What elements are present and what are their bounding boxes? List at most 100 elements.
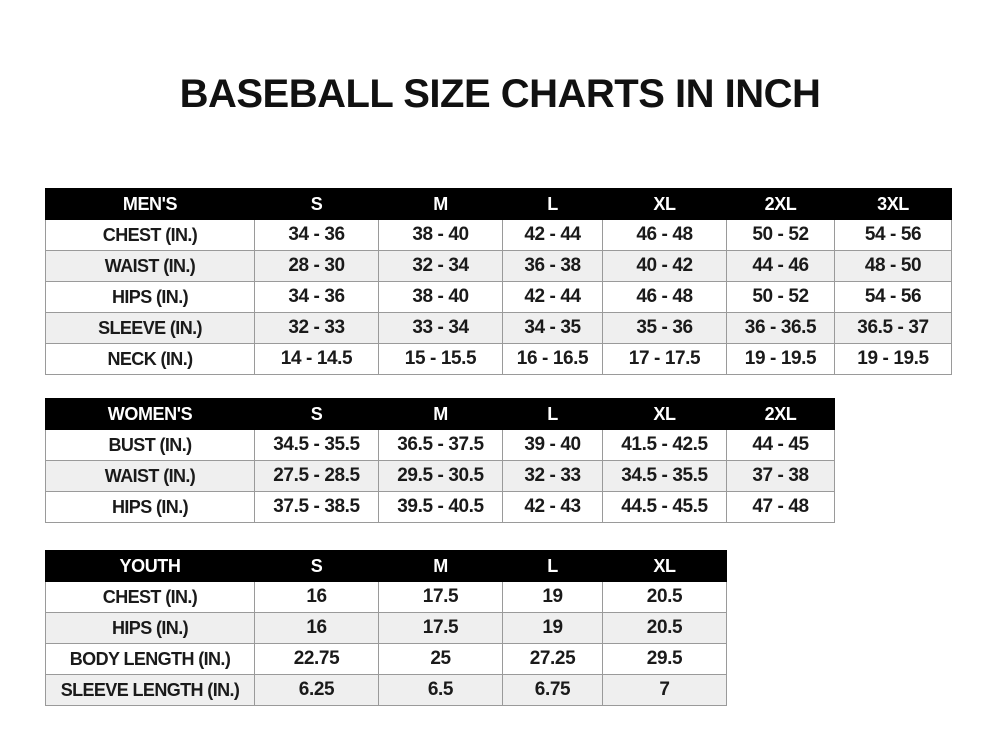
size-value: 42 - 43 bbox=[502, 491, 603, 523]
size-value: 46 - 48 bbox=[602, 219, 727, 251]
size-value: 19 - 19.5 bbox=[834, 343, 952, 375]
size-value: 6.75 bbox=[502, 674, 603, 706]
measurement-label: CHEST (IN.) bbox=[45, 581, 255, 613]
header-row: MEN'S S M L XL 2XL 3XL bbox=[45, 188, 952, 220]
size-value: 39 - 40 bbox=[502, 429, 603, 461]
size-value: 36 - 36.5 bbox=[726, 312, 835, 344]
size-value: 17.5 bbox=[378, 581, 503, 613]
header-row: YOUTH S M L XL bbox=[45, 550, 727, 582]
size-value: 40 - 42 bbox=[602, 250, 727, 282]
size-value: 54 - 56 bbox=[834, 281, 952, 313]
size-value: 38 - 40 bbox=[378, 281, 503, 313]
size-value: 17.5 bbox=[378, 612, 503, 644]
table-row: BUST (IN.) 34.5 - 35.5 36.5 - 37.5 39 - 40 4… bbox=[45, 429, 835, 461]
size-value: 54 - 56 bbox=[834, 219, 952, 251]
size-value: 20.5 bbox=[602, 612, 727, 644]
measurement-label: BODY LENGTH (IN.) bbox=[45, 643, 255, 675]
size-value: 34 - 36 bbox=[254, 281, 379, 313]
size-header: M bbox=[378, 188, 503, 220]
measurement-label: WAIST (IN.) bbox=[45, 460, 255, 492]
size-value: 22.75 bbox=[254, 643, 379, 675]
size-value: 34.5 - 35.5 bbox=[602, 460, 727, 492]
header-row: WOMEN'S S M L XL 2XL bbox=[45, 398, 835, 430]
size-value: 17 - 17.5 bbox=[602, 343, 727, 375]
size-value: 38 - 40 bbox=[378, 219, 503, 251]
size-value: 34 - 36 bbox=[254, 219, 379, 251]
size-value: 20.5 bbox=[602, 581, 727, 613]
table-row: HIPS (IN.) 16 17.5 19 20.5 bbox=[45, 612, 727, 644]
size-value: 16 - 16.5 bbox=[502, 343, 603, 375]
size-value: 36.5 - 37.5 bbox=[378, 429, 503, 461]
category-header: YOUTH bbox=[45, 550, 255, 582]
measurement-label: WAIST (IN.) bbox=[45, 250, 255, 282]
size-value: 36.5 - 37 bbox=[834, 312, 952, 344]
size-value: 15 - 15.5 bbox=[378, 343, 503, 375]
size-value: 16 bbox=[254, 612, 379, 644]
measurement-label: SLEEVE LENGTH (IN.) bbox=[45, 674, 255, 706]
table-row: SLEEVE (IN.) 32 - 33 33 - 34 34 - 35 35 - 36… bbox=[45, 312, 952, 344]
size-header: M bbox=[378, 398, 503, 430]
size-value: 50 - 52 bbox=[726, 281, 835, 313]
size-value: 19 bbox=[502, 612, 603, 644]
size-value: 44 - 45 bbox=[726, 429, 835, 461]
size-value: 16 bbox=[254, 581, 379, 613]
measurement-label: HIPS (IN.) bbox=[45, 281, 255, 313]
size-header: XL bbox=[602, 188, 727, 220]
size-header: 3XL bbox=[834, 188, 952, 220]
size-value: 7 bbox=[602, 674, 727, 706]
size-value: 19 bbox=[502, 581, 603, 613]
size-value: 29.5 - 30.5 bbox=[378, 460, 503, 492]
size-value: 28 - 30 bbox=[254, 250, 379, 282]
table-row: NECK (IN.) 14 - 14.5 15 - 15.5 16 - 16.5 17 … bbox=[45, 343, 952, 375]
size-header: XL bbox=[602, 398, 727, 430]
womens-size-table: WOMEN'S S M L XL 2XL BUST (IN.) 34.5 - 35.5 36.5… bbox=[45, 398, 835, 523]
size-header: 2XL bbox=[726, 398, 835, 430]
size-value: 41.5 - 42.5 bbox=[602, 429, 727, 461]
size-value: 27.5 - 28.5 bbox=[254, 460, 379, 492]
size-header: S bbox=[254, 188, 379, 220]
size-value: 6.5 bbox=[378, 674, 503, 706]
table-row: WAIST (IN.) 28 - 30 32 - 34 36 - 38 40 - 42 4… bbox=[45, 250, 952, 282]
measurement-label: SLEEVE (IN.) bbox=[45, 312, 255, 344]
size-value: 42 - 44 bbox=[502, 219, 603, 251]
size-value: 37 - 38 bbox=[726, 460, 835, 492]
table-row: CHEST (IN.) 34 - 36 38 - 40 42 - 44 46 - 48 5… bbox=[45, 219, 952, 251]
size-value: 39.5 - 40.5 bbox=[378, 491, 503, 523]
size-value: 46 - 48 bbox=[602, 281, 727, 313]
size-header: L bbox=[502, 188, 603, 220]
size-header: L bbox=[502, 398, 603, 430]
measurement-label: CHEST (IN.) bbox=[45, 219, 255, 251]
page-title: BASEBALL SIZE CHARTS IN INCH bbox=[179, 72, 821, 116]
size-value: 32 - 33 bbox=[254, 312, 379, 344]
size-value: 47 - 48 bbox=[726, 491, 835, 523]
size-header: L bbox=[502, 550, 603, 582]
size-header: 2XL bbox=[726, 188, 835, 220]
table-row: HIPS (IN.) 34 - 36 38 - 40 42 - 44 46 - 48 50… bbox=[45, 281, 952, 313]
size-header: S bbox=[254, 398, 379, 430]
mens-size-table: MEN'S S M L XL 2XL 3XL CHEST (IN.) 34 - 36 38 - 4… bbox=[45, 188, 952, 375]
table-row: SLEEVE LENGTH (IN.) 6.25 6.5 6.75 7 bbox=[45, 674, 727, 706]
size-value: 27.25 bbox=[502, 643, 603, 675]
size-value: 50 - 52 bbox=[726, 219, 835, 251]
size-value: 32 - 34 bbox=[378, 250, 503, 282]
size-value: 44 - 46 bbox=[726, 250, 835, 282]
table-row: CHEST (IN.) 16 17.5 19 20.5 bbox=[45, 581, 727, 613]
size-header: XL bbox=[602, 550, 727, 582]
size-value: 34 - 35 bbox=[502, 312, 603, 344]
measurement-label: NECK (IN.) bbox=[45, 343, 255, 375]
size-value: 35 - 36 bbox=[602, 312, 727, 344]
size-value: 29.5 bbox=[602, 643, 727, 675]
size-value: 34.5 - 35.5 bbox=[254, 429, 379, 461]
size-value: 36 - 38 bbox=[502, 250, 603, 282]
category-header: WOMEN'S bbox=[45, 398, 255, 430]
youth-size-table: YOUTH S M L XL CHEST (IN.) 16 17.5 19 20.5 HIPS (I… bbox=[45, 550, 727, 706]
table-row: WAIST (IN.) 27.5 - 28.5 29.5 - 30.5 32 - 33… bbox=[45, 460, 835, 492]
size-header: M bbox=[378, 550, 503, 582]
size-value: 6.25 bbox=[254, 674, 379, 706]
measurement-label: BUST (IN.) bbox=[45, 429, 255, 461]
measurement-label: HIPS (IN.) bbox=[45, 491, 255, 523]
size-header: S bbox=[254, 550, 379, 582]
measurement-label: HIPS (IN.) bbox=[45, 612, 255, 644]
size-value: 42 - 44 bbox=[502, 281, 603, 313]
size-value: 25 bbox=[378, 643, 503, 675]
